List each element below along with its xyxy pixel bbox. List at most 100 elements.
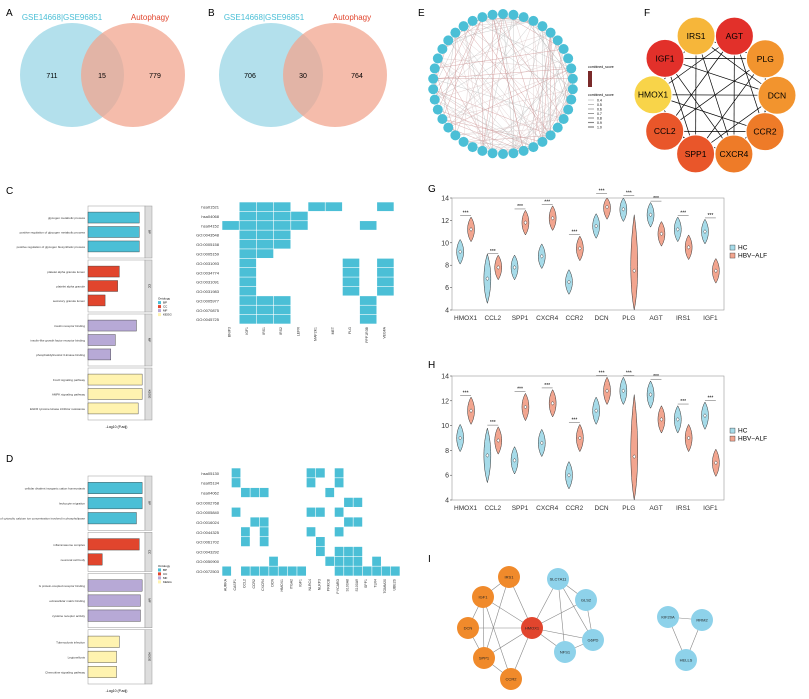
enrichment-c-bar-label: AMPK signaling pathway — [52, 392, 86, 396]
network-e-edge — [523, 40, 558, 151]
enrichment-c-facet-label: BP — [148, 230, 152, 234]
network-i-node-label: SPP1 — [479, 656, 490, 661]
heatmap-d-cell — [222, 566, 232, 576]
network-e-edge — [433, 16, 524, 90]
heatmap-d-col-label: CCL2 — [242, 579, 246, 588]
network-i-node-label: IGF1 — [479, 595, 489, 600]
violin-h-legend-hc: HC — [738, 428, 748, 435]
network-e-node — [545, 27, 556, 38]
enrichment-d-bar — [87, 650, 117, 663]
violin-g-ytick: 10 — [441, 240, 449, 247]
enrichment-d-bar — [87, 497, 143, 510]
enrichment-c-facet-strip — [144, 259, 153, 313]
violin-h-mean-marker — [485, 453, 490, 458]
enrichment-c-bar-label: positive regulation of glycogen metaboli… — [20, 230, 86, 234]
network-e-node — [545, 130, 556, 141]
heatmap-d-cell — [334, 478, 344, 488]
heatmap-c-col-label: LEPR — [296, 327, 300, 337]
heatmap-d-col-label: ITGA2 — [289, 579, 293, 589]
network-e-edge — [434, 99, 514, 154]
network-e-legend-value: 1.0 — [597, 126, 602, 130]
network-e-edge — [455, 32, 564, 120]
violin-g-legend-swatch-alf — [729, 252, 736, 259]
heatmap-d-cell — [334, 566, 344, 576]
violin-h-ytick: 4 — [445, 498, 449, 505]
network-e-edge — [442, 17, 483, 120]
violin-g-mean-marker — [632, 268, 636, 274]
network-e-node — [537, 21, 548, 32]
violin-g-mean-marker — [605, 204, 609, 210]
network-e-edge — [542, 26, 551, 136]
violin-g-sig-label: *** — [599, 188, 605, 194]
enrichment-d-bar — [87, 538, 140, 551]
violin-h-mean-marker — [496, 438, 500, 443]
network-e-node — [450, 130, 461, 141]
network-i-edge — [483, 576, 510, 659]
network-e-edge — [437, 58, 551, 136]
enrichment-c-bar — [87, 211, 140, 224]
enrichment-d-facet-label: BP — [148, 501, 152, 505]
network-e-edge — [437, 58, 534, 148]
network-e-legend-value: 0.9 — [597, 121, 602, 125]
violin-g-sig-label: *** — [680, 211, 686, 217]
enrichment-d-bar-label: Chemokine signaling pathway — [45, 670, 85, 674]
network-e-edge — [533, 20, 558, 41]
enrichment-c-bar — [87, 334, 116, 346]
network-f-node-label: HMOX1 — [638, 90, 669, 100]
network-e-edge — [463, 141, 493, 154]
network-e-edge — [437, 109, 534, 148]
heatmap-c-cell — [342, 267, 360, 277]
network-e-node — [518, 12, 529, 23]
enrichment-c-bar — [87, 319, 137, 332]
heatmap-c-cell — [273, 202, 291, 212]
network-f-edge — [664, 35, 735, 132]
heatmap-c-row-label: GO:0005977 — [196, 298, 220, 303]
panel-letter-a: A — [6, 8, 13, 19]
heatmap-d-col-label: TLR4 — [374, 579, 378, 588]
network-e-node — [443, 35, 454, 46]
heatmap-d-col-label: CASP1 — [233, 579, 237, 591]
network-e-node — [558, 44, 569, 54]
heatmap-d-cell — [231, 478, 241, 488]
heatmap-c-cell — [256, 296, 274, 305]
heatmap-c: hsa01521 hsa04068 hsa04152 GO:0043548 GO:000… — [196, 202, 394, 343]
heatmap-c-col-label: IGF1 — [245, 327, 249, 335]
violin-h-ytick: 14 — [441, 374, 449, 381]
violin-g-xtick: PLG — [622, 315, 635, 322]
network-e-legend-value: 0.7 — [597, 112, 602, 116]
venn-a-right-count: 779 — [149, 73, 161, 80]
network-i-node-label: IRS1 — [505, 575, 515, 580]
enrichment-d-legend-label: KEGG — [163, 580, 172, 584]
network-e-edge — [434, 20, 473, 100]
network-e-edge — [482, 16, 573, 90]
heatmap-d-cell — [344, 566, 353, 576]
enrichment-c-legend-label: MF — [163, 309, 167, 313]
network-e-edge — [513, 14, 551, 136]
heatmap-d-cell — [259, 527, 269, 537]
network-e-edge — [442, 68, 572, 120]
venn-b-right-count: 764 — [351, 73, 363, 80]
enrichment-d: BP cellular divalent inorganic cation hom… — [0, 475, 172, 693]
network-f-node — [745, 112, 785, 152]
network-f-node-label: CCR2 — [753, 127, 776, 137]
network-e-edge — [533, 127, 558, 148]
violin-h-xtick: CXCR4 — [536, 505, 558, 512]
enrichment-d-facet-strip — [144, 573, 153, 628]
network-e-edge — [472, 20, 572, 69]
heatmap-d-cell — [325, 487, 335, 498]
heatmap-d-cell — [334, 546, 344, 557]
violin-h-xtick: DCN — [595, 505, 609, 512]
violin-h-mean-marker — [458, 435, 462, 441]
network-e-edge — [442, 40, 558, 120]
violin-h-ytick: 6 — [445, 473, 449, 480]
violin-g-mean-marker — [469, 227, 473, 232]
network-e-edge — [455, 118, 564, 136]
enrichment-c-bar-label: insulin-like growth factor receptor bind… — [30, 338, 85, 342]
violin-h-sig-label: *** — [707, 395, 713, 401]
heatmap-c-cell — [273, 239, 291, 249]
violin-h-legend-alf: HBV−ALF — [738, 436, 767, 443]
network-f-node — [757, 75, 797, 115]
enrichment-d-bar-label: cytokine receptor activity — [52, 614, 85, 618]
network-e-edge — [455, 13, 504, 136]
network-f-node-label: PLG — [757, 54, 774, 64]
